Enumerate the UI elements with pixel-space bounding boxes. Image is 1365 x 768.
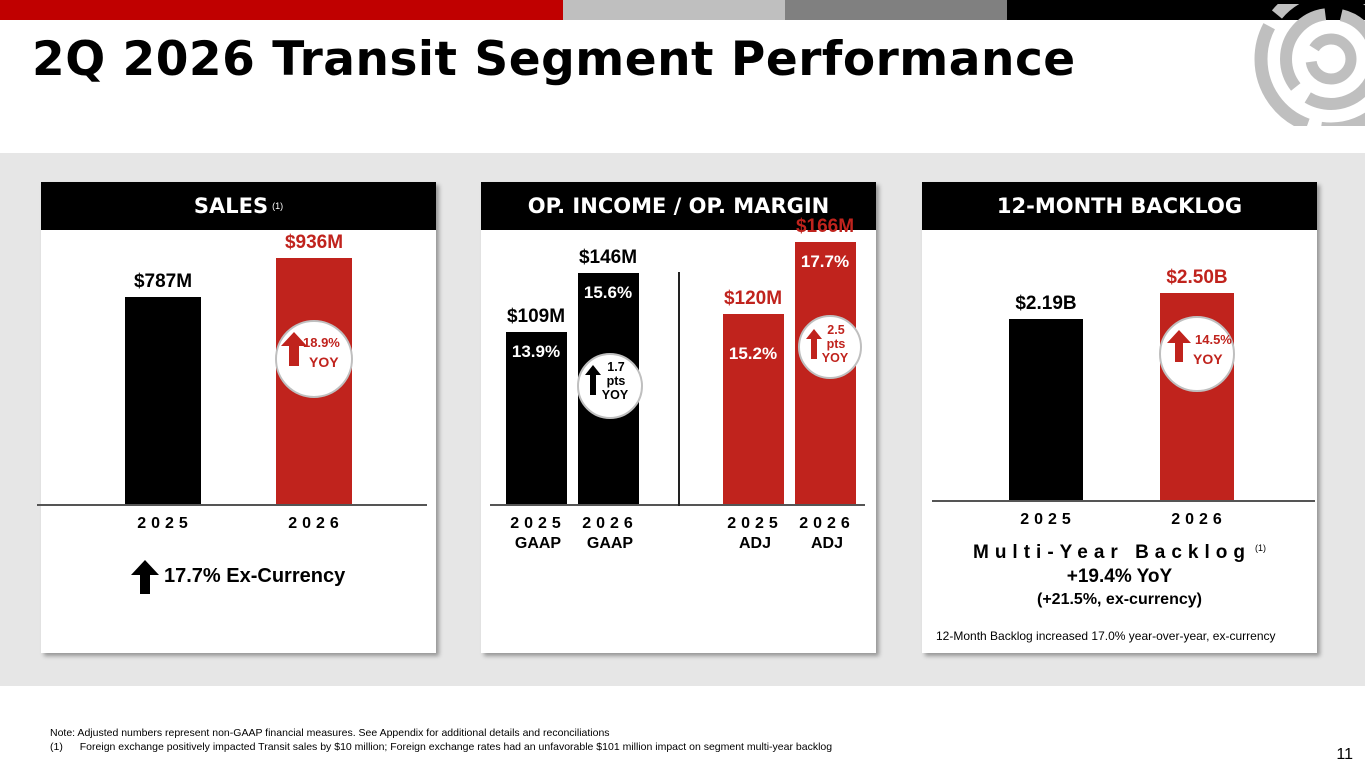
opincome-margin-label: 13.9% [511, 341, 561, 361]
sales-header: SALES (1) [41, 182, 436, 230]
opincome-baseline [490, 504, 865, 506]
backlog-value-label: $2.50B [1166, 267, 1228, 288]
ex-currency-text: 17.7% Ex-Currency [164, 565, 346, 587]
opincome-category-label: 2026 ADJ [799, 515, 855, 552]
sales-panel: SALES (1) 18.9% YOY 17.7% Ex-Currency $78… [37, 182, 436, 653]
sales-bar [125, 297, 201, 504]
opincome-value-label: $166M [795, 215, 855, 237]
top-bar-lightgray [563, 0, 785, 20]
sales-category-label: 2026 [288, 515, 344, 532]
note-line-1: Note: Adjusted numbers represent non-GAA… [50, 727, 610, 739]
gaap-change-bubble: 1.7 pts YOY [577, 353, 643, 419]
sales-yoy-pct: 18.9% [303, 335, 340, 350]
multi-year-backlog: Multi-Year Backlog (1) +19.4% YoY (+21.5%… [922, 542, 1317, 609]
opincome-bar [505, 331, 567, 504]
sales-yoy-bubble: 18.9% YOY [275, 320, 353, 398]
backlog-bar [1009, 318, 1083, 500]
backlog-yoy-bubble: 14.5% YOY [1159, 316, 1235, 392]
top-bar-red [0, 0, 563, 20]
adj-change-unit: pts [826, 337, 846, 351]
backlog-header-label: 12-MONTH BACKLOG [996, 194, 1243, 218]
opincome-margin-label: 15.6% [583, 283, 633, 303]
note-line-2: (1) Foreign exchange positively impacted… [50, 741, 832, 753]
up-arrow-icon [1167, 330, 1191, 362]
backlog-panel: 12-MONTH BACKLOG 14.5% YOY Multi-Year Ba… [922, 182, 1317, 653]
adj-change-value: 2.5 [827, 323, 845, 337]
opincome-margin-label: 17.7% [800, 251, 850, 271]
note-line-2-text: Foreign exchange positively impacted Tra… [79, 741, 833, 753]
sales-header-label: SALES [193, 194, 269, 218]
company-logo [1236, 4, 1365, 126]
opincome-value-label: $146M [578, 247, 638, 269]
adj-change-bubble: 2.5 pts YOY [798, 315, 862, 379]
sales-baseline [37, 504, 427, 506]
opincome-bar [722, 314, 784, 504]
page-title: 2Q 2026 Transit Segment Performance [32, 32, 1076, 87]
sales-yoy-label: YOY [309, 354, 339, 370]
opincome-category-label: 2025 ADJ [727, 515, 783, 552]
backlog-header: 12-MONTH BACKLOG [922, 182, 1317, 230]
sales-category-label: 2025 [137, 515, 193, 532]
backlog-yoy-pct: 14.5% [1195, 332, 1232, 347]
gaap-adj-divider [678, 272, 680, 506]
backlog-footnote: 12-Month Backlog increased 17.0% year-ov… [936, 629, 1276, 643]
opincome-margin-label: 15.2% [728, 344, 778, 364]
opincome-value-label: $120M [723, 288, 783, 310]
sales-value-label: $787M [133, 271, 193, 293]
opincome-category-label: 2026 GAAP [582, 515, 638, 552]
opincome-panel: OP. INCOME / OP. MARGIN 1.7 pts YOY 2.5 … [481, 182, 876, 653]
sales-value-label: $936M [284, 232, 344, 254]
opincome-header-label: OP. INCOME / OP. MARGIN [527, 194, 830, 218]
sales-header-footnote: (1) [272, 201, 284, 211]
top-bar-gray [785, 0, 1007, 20]
opincome-category-label: 2025 GAAP [510, 515, 566, 552]
adj-change-label: YOY [821, 351, 849, 365]
gaap-change-value: 1.7 [607, 360, 625, 374]
gaap-change-unit: pts [606, 374, 626, 388]
up-arrow-icon [806, 329, 822, 359]
top-bar-black [1007, 0, 1365, 20]
backlog-yoy-label: YOY [1193, 351, 1223, 367]
note-line-2-number: (1) [50, 741, 63, 753]
multi-year-ex-currency: (+21.5%, ex-currency) [1037, 591, 1202, 608]
up-arrow-icon [585, 365, 601, 395]
multi-year-footnote: (1) [1255, 542, 1266, 553]
backlog-category-label: 2026 [1171, 511, 1227, 528]
page-number: 11 [1336, 746, 1353, 763]
gaap-change-label: YOY [601, 388, 629, 402]
opincome-value-label: $109M [506, 305, 566, 327]
backlog-category-label: 2025 [1020, 511, 1076, 528]
backlog-baseline [932, 500, 1315, 502]
multi-year-title: Multi-Year Backlog [973, 542, 1251, 563]
multi-year-yoy: +19.4% YoY [1066, 566, 1173, 587]
opincome-header: OP. INCOME / OP. MARGIN [481, 182, 876, 230]
up-arrow-icon [281, 332, 307, 366]
backlog-value-label: $2.19B [1015, 292, 1077, 314]
up-arrow-icon [131, 560, 159, 594]
